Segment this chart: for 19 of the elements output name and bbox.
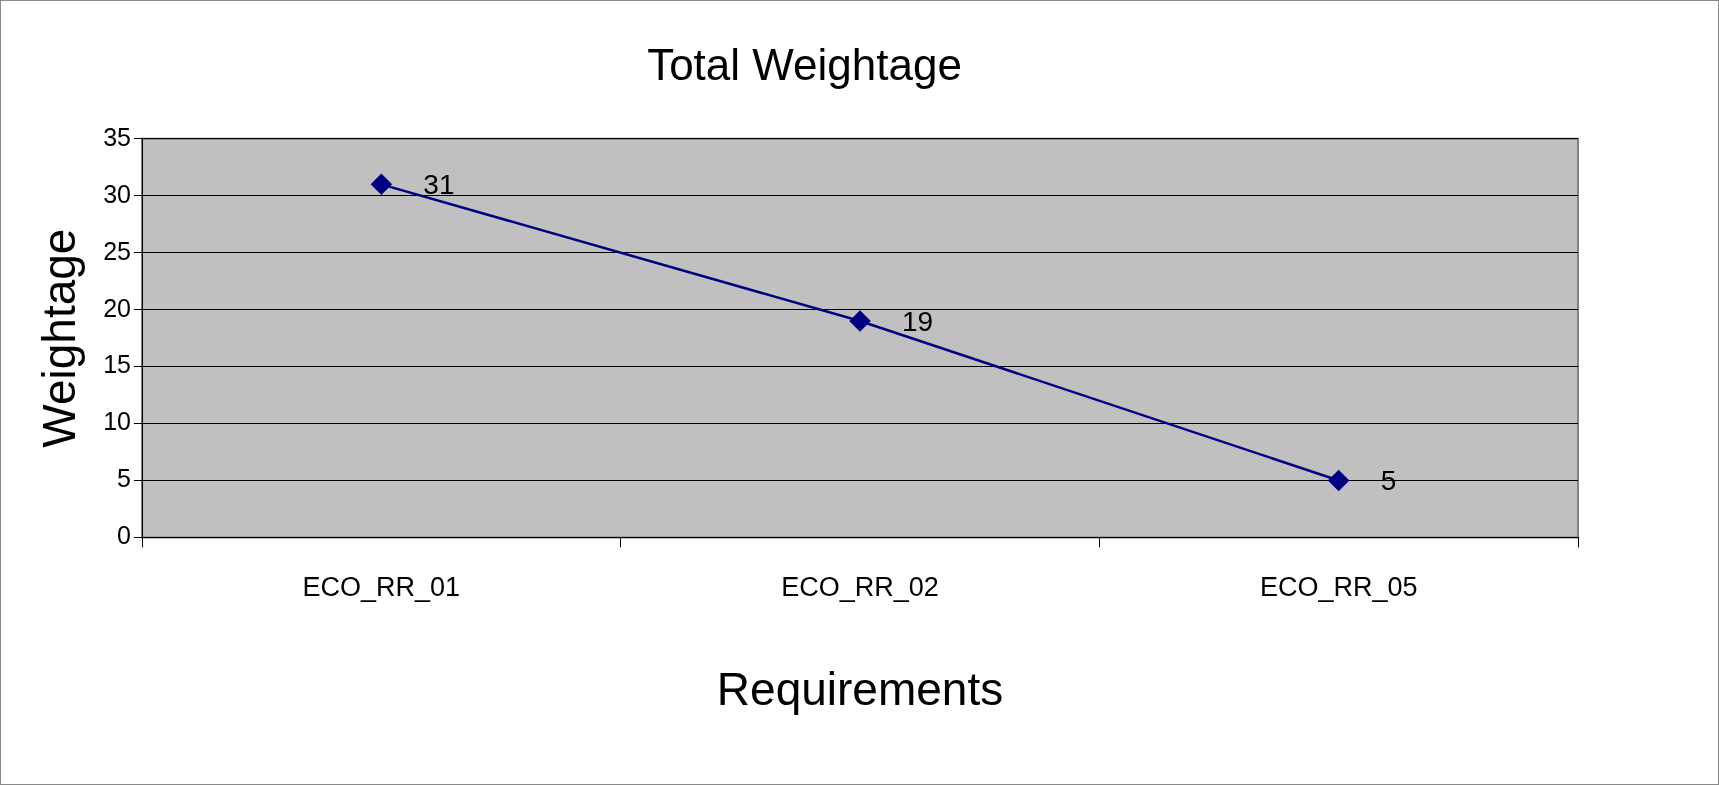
data-label: 31 (423, 169, 455, 201)
y-axis-title: Weightage (33, 228, 86, 448)
chart-title: Total Weightage (647, 39, 962, 89)
y-tick-label: 20 (103, 293, 132, 322)
y-tick-label: 5 (117, 464, 132, 493)
y-tick-label: 15 (103, 350, 132, 379)
y-tick-label: 10 (103, 407, 132, 436)
data-label: 19 (902, 305, 934, 337)
y-tick-label: 25 (103, 236, 132, 265)
y-tick-label: 30 (103, 179, 132, 208)
x-tick-label: ECO_RR_05 (1259, 572, 1418, 603)
point (1328, 470, 1349, 491)
x-tick-label: ECO_RR_01 (302, 572, 461, 603)
point (849, 310, 871, 332)
x-tick-label: ECO_RR_02 (781, 572, 939, 603)
y-tick-label: 35 (103, 122, 132, 151)
x-axis-title: Requirements (716, 663, 1004, 716)
y-tick-label: 0 (117, 521, 132, 550)
point (371, 174, 392, 195)
